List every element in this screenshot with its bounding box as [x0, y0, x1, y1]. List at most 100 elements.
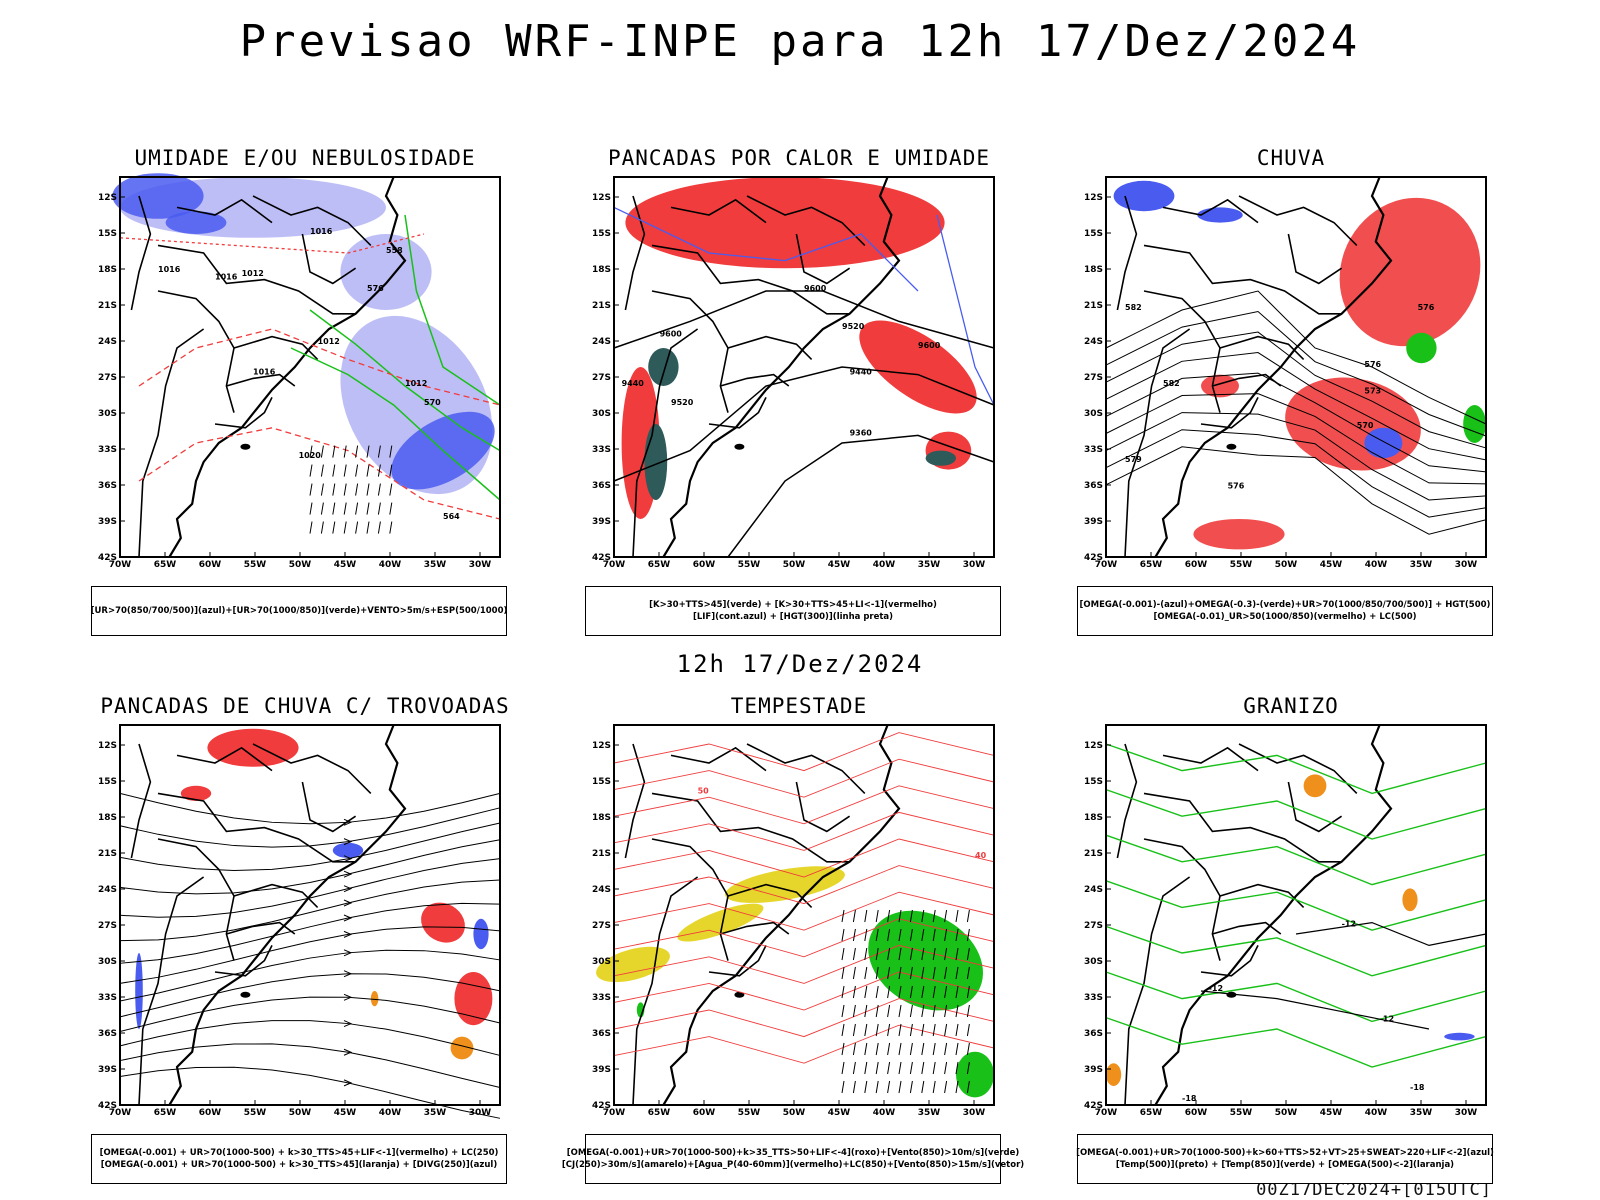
temp850-contour-green	[1105, 880, 1487, 931]
contour-label: 40	[975, 851, 987, 860]
border-line	[1143, 244, 1342, 315]
storm-area-red	[180, 785, 212, 801]
humidity-area-blue	[165, 211, 227, 234]
wind-vector	[343, 464, 347, 477]
border-line	[670, 746, 767, 772]
legend-box: [UR>70(850/700/500)](azul)+[UR>70(1000/8…	[91, 586, 507, 636]
lon-tick-label: 70W	[109, 1108, 132, 1118]
lat-tick-label: 21S	[1084, 849, 1103, 859]
wind-vector	[909, 1042, 913, 1056]
panel-granizo: GRANIZO -12 -12 -12 -18 -18 12S 15S 18S 21S 24S 27S…	[1076, 694, 1506, 1184]
lon-tick-label: 60W	[693, 1108, 716, 1118]
wind-vector	[864, 1004, 868, 1018]
instability-area-red	[625, 177, 945, 269]
contour-label: -18	[1410, 1083, 1425, 1092]
border-line	[795, 233, 851, 285]
wind-vector	[944, 1042, 948, 1056]
wind-vector	[887, 966, 891, 980]
lat-tick-label: 18S	[98, 813, 117, 823]
wind-vector	[355, 464, 359, 477]
lat-tick-label: 18S	[592, 265, 611, 275]
border-line	[1143, 792, 1342, 863]
lake-marker	[240, 991, 251, 998]
legend-text: [UR>70(850/700/500)](azul)+[UR>70(1000/8…	[90, 606, 508, 616]
wind-vector	[309, 521, 313, 534]
legend-text: [CJ(250)>30m/s](amarelo)+[Agua_P(40-60mm…	[561, 1160, 1025, 1170]
border-line	[1219, 335, 1305, 360]
lat-tick-label: 12S	[592, 193, 611, 203]
wind-vector	[887, 1004, 891, 1018]
precipitable-water-contour	[613, 998, 995, 1038]
precipitable-water-contour	[613, 785, 995, 825]
streamline-250	[119, 839, 501, 895]
wind-vector	[932, 928, 936, 942]
contour-label: 9360	[850, 428, 873, 437]
hail-area-blue	[1444, 1032, 1475, 1041]
legend-text: [Temp(500)](preto) + [Temp(850)](verde) …	[1115, 1160, 1455, 1170]
wind-vector	[389, 483, 393, 496]
wind-vector	[932, 1080, 936, 1094]
lon-tick-label: 35W	[424, 560, 447, 570]
rain-area-blue	[1113, 180, 1175, 212]
wind-vector	[955, 947, 959, 961]
border-line	[157, 244, 356, 315]
lon-tick-label: 35W	[918, 1108, 941, 1118]
lon-tick-label: 45W	[828, 560, 851, 570]
storm-area-red	[207, 728, 299, 767]
contour-label: 564	[443, 512, 460, 521]
wind-vector	[366, 483, 370, 496]
lon-tick-label: 50W	[783, 560, 806, 570]
lon-tick-label: 30W	[1455, 1108, 1478, 1118]
lake-marker	[1226, 443, 1237, 450]
wind-vector	[366, 464, 370, 477]
temp500-contour	[1200, 990, 1430, 1030]
precipitable-water-contour	[613, 758, 995, 798]
precipitable-water-contour	[613, 918, 995, 958]
jet-area-yellow	[725, 866, 845, 903]
wind-vector	[875, 928, 879, 942]
wind-vector	[966, 985, 970, 999]
wind-vector	[932, 1061, 936, 1075]
wind-vector	[377, 521, 381, 534]
streamline-arrow	[343, 1048, 353, 1056]
streamline-arrow	[343, 838, 353, 846]
wind-vector	[875, 947, 879, 961]
wind-vector	[909, 1004, 913, 1018]
wind-vector	[875, 909, 879, 923]
lat-tick-label: 42S	[98, 553, 117, 563]
streamline-arrow	[343, 1079, 353, 1087]
lat-tick-label: 24S	[592, 885, 611, 895]
lon-tick-label: 40W	[1365, 560, 1388, 570]
lat-tick-label: 30S	[592, 409, 611, 419]
wind-vector	[852, 966, 856, 980]
lat-tick-label: 33S	[98, 445, 117, 455]
wind-vector	[864, 966, 868, 980]
wind-vector	[320, 502, 324, 515]
hgt500-contour	[1105, 290, 1487, 425]
streamline-250	[119, 1043, 501, 1088]
wind-vector	[852, 1023, 856, 1037]
border-line	[301, 233, 357, 285]
instability-area-red	[859, 320, 977, 414]
lat-tick-label: 27S	[98, 921, 117, 931]
contour-label: 9600	[660, 330, 683, 339]
wind-vector	[898, 985, 902, 999]
contour-label: 9440	[622, 379, 645, 388]
wind-vector	[875, 1061, 879, 1075]
lon-tick-label: 45W	[1320, 560, 1343, 570]
border-line	[720, 373, 790, 387]
panel-pancadas-calor: PANCADAS POR CALOR E UMIDADE 9600 9600 9520…	[584, 146, 1014, 636]
map-frame	[613, 176, 995, 558]
wind-vector	[343, 483, 347, 496]
streamline-arrow	[343, 930, 353, 938]
lat-tick-label: 42S	[1084, 553, 1103, 563]
wind850-area-green	[956, 1051, 994, 1098]
wind-vector	[377, 464, 381, 477]
lat-tick-label: 27S	[1084, 373, 1103, 383]
wind-vector	[864, 1061, 868, 1075]
page-title: Previsao WRF-INPE para 12h 17/Dez/2024	[239, 16, 1361, 67]
lat-tick-label: 39S	[592, 1065, 611, 1075]
rain-area-blue	[1197, 207, 1243, 223]
temp850-contour-green	[1105, 925, 1487, 977]
